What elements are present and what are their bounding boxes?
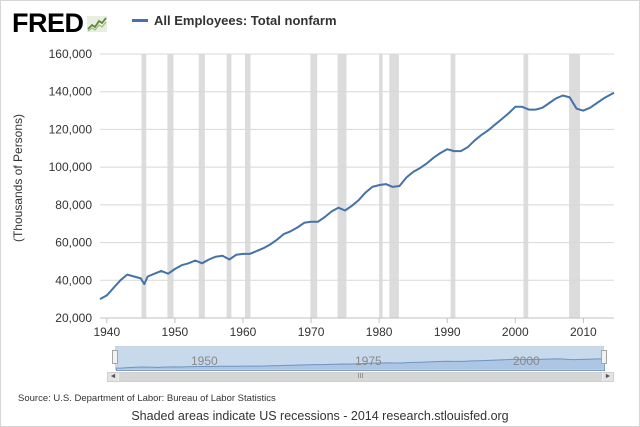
y-axis-title: (Thousands of Persons) [11, 114, 25, 242]
axes: 20,000 40,000 60,000 80,000 100,000 120,000 14… [49, 47, 614, 339]
y-tick-label: 100,000 [49, 160, 93, 174]
y-tick-label: 120,000 [49, 122, 93, 136]
legend-swatch [132, 19, 148, 22]
navigator-label: 2000 [513, 354, 540, 368]
y-tick-label: 140,000 [49, 85, 93, 99]
navigator-area [116, 358, 605, 371]
recession-band [310, 54, 318, 318]
fred-graph-icon [86, 15, 107, 32]
recession-band [141, 54, 147, 318]
navigator-label: 1950 [191, 354, 218, 368]
x-tick-label: 1990 [434, 325, 461, 339]
navigator-label: 1975 [355, 354, 382, 368]
x-tick-label: 1960 [230, 325, 257, 339]
chart-legend[interactable]: All Employees: Total nonfarm [132, 13, 337, 28]
y-tick-label: 80,000 [55, 198, 92, 212]
x-tick-label: 2010 [570, 325, 597, 339]
x-tick-label: 1970 [298, 325, 325, 339]
fred-logo[interactable]: FRED [12, 8, 107, 39]
recession-bands [141, 54, 580, 318]
x-tick-label: 1940 [93, 325, 120, 339]
gridlines [100, 53, 614, 319]
navigator-series [116, 358, 605, 371]
y-tick-label: 60,000 [55, 236, 92, 250]
recession-band [450, 54, 456, 318]
recession-band [167, 54, 174, 318]
recession-band [245, 54, 251, 318]
navigator-right-handle[interactable] [601, 350, 607, 364]
recession-band [198, 54, 205, 318]
recession-band [379, 54, 383, 318]
x-tick-label: 1980 [366, 325, 393, 339]
series-line [99, 91, 615, 300]
range-navigator[interactable]: 1950 1975 2000 ◄ III ► [107, 346, 614, 382]
arrow-left-icon[interactable]: ◄ [108, 373, 118, 381]
y-tick-label: 40,000 [55, 273, 92, 287]
grip-icon: III [357, 373, 364, 380]
source-note: Source: U.S. Department of Labor: Bureau… [18, 393, 276, 404]
footer-note: Shaded areas indicate US recessions - 20… [131, 409, 509, 423]
x-tick-label: 1950 [162, 325, 189, 339]
recession-band [523, 54, 529, 318]
scrollbar-thumb[interactable]: III [119, 373, 602, 381]
x-tick-label: 2000 [502, 325, 529, 339]
navigator-selection[interactable] [116, 347, 603, 369]
y-tick-label: 160,000 [49, 47, 93, 61]
legend-label: All Employees: Total nonfarm [154, 13, 337, 28]
arrow-right-icon[interactable]: ► [603, 373, 613, 381]
fred-wordmark: FRED [12, 8, 84, 38]
y-tick-label: 20,000 [55, 311, 92, 325]
navigator-left-handle[interactable] [112, 350, 118, 364]
recession-band [569, 54, 580, 318]
scrollbar[interactable]: ◄ III ► [107, 372, 614, 382]
recession-band [337, 54, 347, 318]
series-lines [99, 91, 615, 300]
line-chart: 20,000 40,000 60,000 80,000 100,000 120,000 14… [11, 47, 615, 339]
navigator-plot[interactable]: 1950 1975 2000 [115, 346, 605, 371]
recession-band [226, 54, 232, 318]
